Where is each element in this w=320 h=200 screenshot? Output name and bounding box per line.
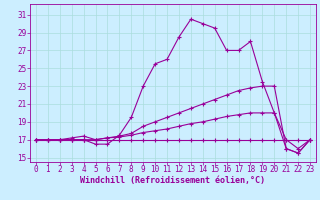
X-axis label: Windchill (Refroidissement éolien,°C): Windchill (Refroidissement éolien,°C) — [81, 176, 266, 185]
